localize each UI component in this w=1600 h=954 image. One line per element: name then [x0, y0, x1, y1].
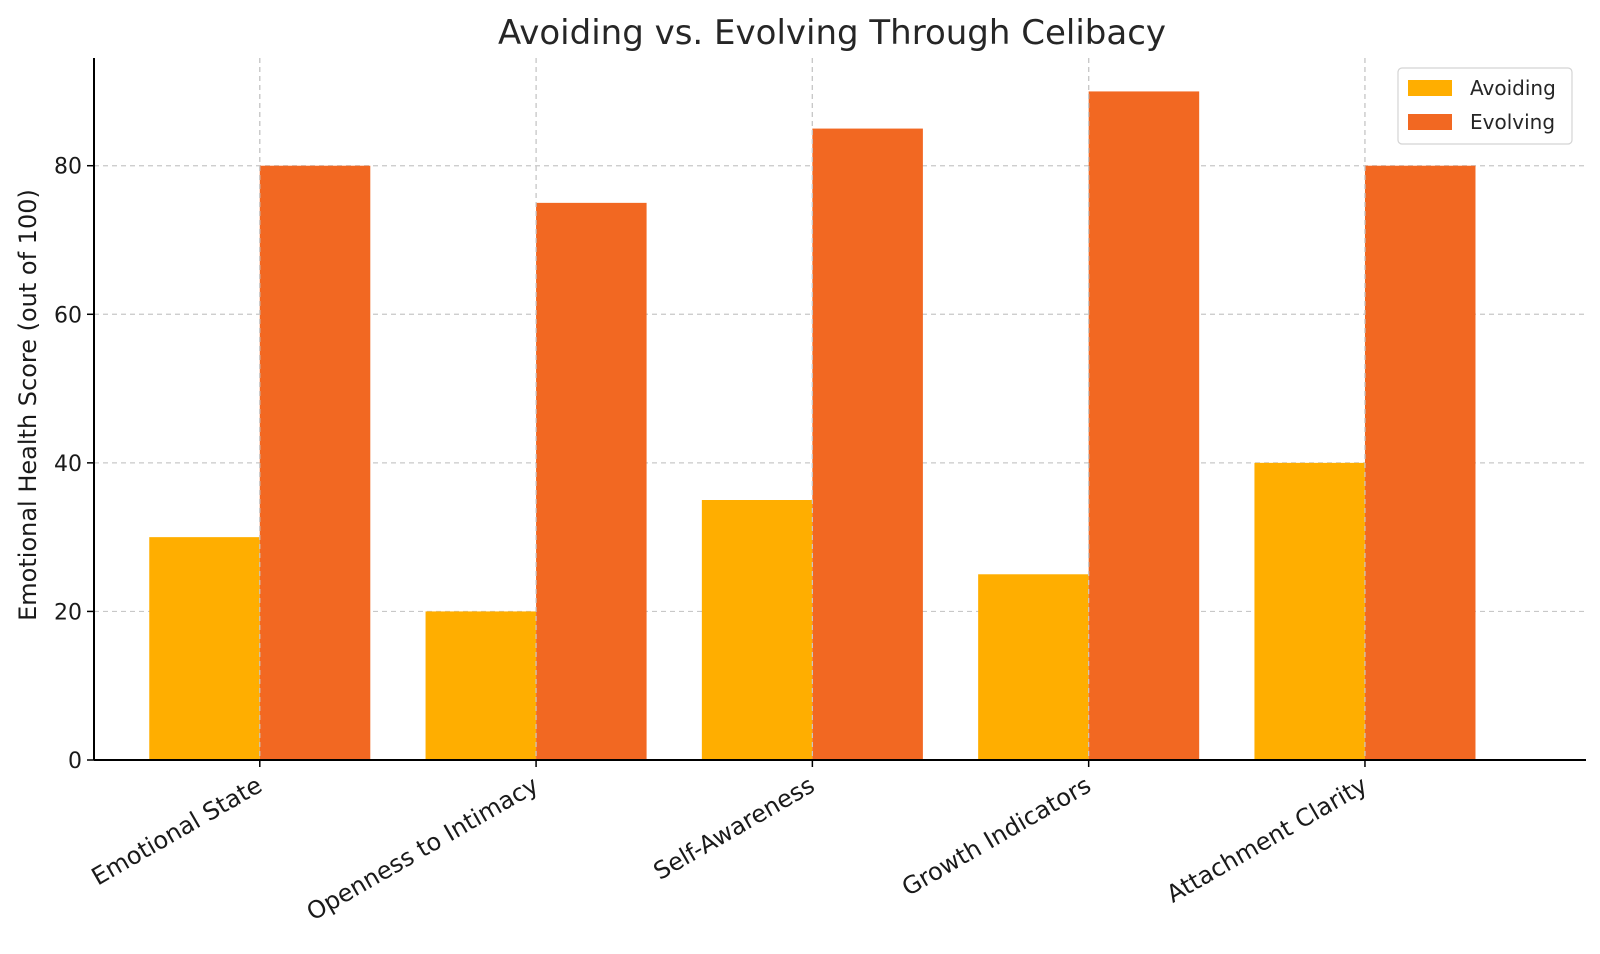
y-tick-label: 80 [54, 155, 82, 180]
legend-label-avoiding: Avoiding [1470, 76, 1556, 100]
bar-evolving-emotional-state [259, 165, 371, 760]
legend-swatch-evolving [1408, 114, 1452, 130]
x-ticks: Emotional State Openness to Intimacy Self-… [87, 760, 1372, 926]
bar-evolving-growth-indicators [1088, 91, 1200, 760]
bar-avoiding-self-awareness [701, 500, 813, 760]
bar-avoiding-openness-to-intimacy [425, 611, 537, 760]
x-tick-label: Self-Awareness [649, 771, 820, 886]
y-tick-label: 0 [68, 749, 82, 774]
y-axis-label: Emotional Health Score (out of 100) [14, 189, 42, 621]
x-tick-label: Emotional State [87, 771, 267, 891]
y-tick-label: 40 [54, 452, 82, 477]
x-tick-label: Growth Indicators [897, 771, 1096, 902]
bar-evolving-openness-to-intimacy [536, 202, 647, 760]
y-tick-label: 60 [54, 303, 82, 328]
bar-evolving-self-awareness [812, 128, 923, 761]
legend-swatch-avoiding [1408, 80, 1452, 96]
bar-avoiding-attachment-clarity [1254, 462, 1365, 760]
y-tick-label: 20 [54, 600, 82, 625]
axes [93, 58, 1586, 761]
bar-avoiding-emotional-state [149, 537, 260, 760]
bars [149, 58, 1476, 761]
chart-title: Avoiding vs. Evolving Through Celibacy [498, 13, 1166, 53]
x-tick-label: Attachment Clarity [1162, 771, 1372, 909]
bar-evolving-attachment-clarity [1364, 165, 1476, 760]
bar-avoiding-growth-indicators [978, 574, 1089, 760]
legend-label-evolving: Evolving [1470, 110, 1555, 134]
y-ticks: 0 20 40 60 80 [54, 155, 94, 774]
legend: Avoiding Evolving [1397, 67, 1573, 145]
x-tick-label: Openness to Intimacy [302, 771, 543, 926]
